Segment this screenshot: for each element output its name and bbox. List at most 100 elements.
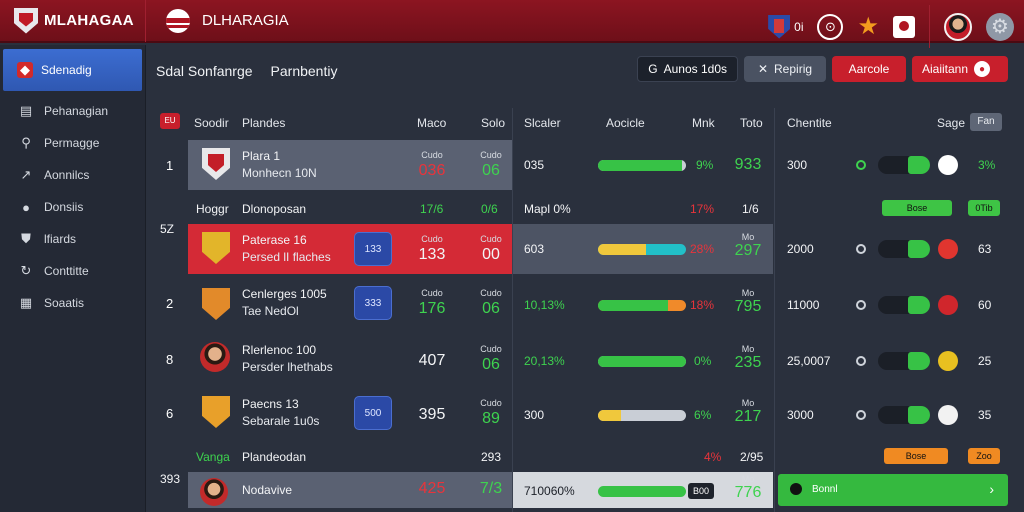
team-cell[interactable] <box>188 224 512 274</box>
status-pill[interactable]: Bose <box>884 448 948 464</box>
assistant-button[interactable]: Aiaiitann ● <box>912 56 1008 82</box>
table-row[interactable]: 2 Cenlerges 1005 Tae NedOl 333 Cudo 176 … <box>150 278 1012 332</box>
team-crest-icon <box>202 288 230 320</box>
team-crest-icon <box>202 396 230 428</box>
toggle-switch[interactable] <box>878 406 930 424</box>
crest-icon: ⛊ <box>21 231 31 246</box>
stat-value: 395 <box>418 406 446 423</box>
toggle-switch[interactable] <box>878 296 930 314</box>
record-icon <box>790 483 802 495</box>
sidebar-item-2[interactable]: ⚲ Permagge <box>0 127 145 159</box>
section-value: 2/95 <box>740 450 764 464</box>
sidebar-item-3[interactable]: ↗ Aonnilcs <box>0 159 145 191</box>
col-header[interactable]: Chentite <box>787 116 832 130</box>
sidebar-item-standing[interactable]: ◆ Sdenadig <box>3 49 142 91</box>
table-row[interactable]: 393 Nodavive 425 7/3 710060% B00 Mo 776 … <box>150 472 1012 512</box>
status-ring-icon <box>856 244 866 254</box>
team-name: Paecns 13 <box>242 397 299 411</box>
status-pill[interactable]: 0Tib <box>968 200 1000 216</box>
col-header[interactable]: Soodir <box>194 116 229 130</box>
progress-bar <box>598 244 686 255</box>
metric-value: 20,13% <box>524 354 565 368</box>
table-row[interactable]: 1 Plara 1 Monhecn 10N Cudo 036 Cudo 06 0… <box>150 138 1012 192</box>
player-dot-icon <box>938 239 958 259</box>
team-cell[interactable] <box>188 140 512 190</box>
arcole-button[interactable]: Aarcole <box>832 56 906 82</box>
col-header[interactable]: Plandes <box>242 116 286 130</box>
status-pill[interactable]: Bose <box>882 200 952 216</box>
page-title: Sdal Sonfanrge <box>156 63 253 79</box>
team-detail: Monhecn 10N <box>242 166 317 180</box>
stat-label: Mo <box>741 288 755 298</box>
column-divider <box>774 108 775 512</box>
section-value: 293 <box>481 450 502 464</box>
metric-value: 10,13% <box>524 298 565 312</box>
stat-value: 00 <box>482 246 500 263</box>
col-header[interactable]: Mnk <box>692 116 715 130</box>
reporting-button[interactable]: ✕ Repirig <box>744 56 826 82</box>
section-left-value: 5Z <box>160 222 175 236</box>
score-chip[interactable]: B00 <box>688 483 714 499</box>
team-name: Plara 1 <box>242 149 281 163</box>
team-code: 0i <box>794 19 804 34</box>
toggle-switch[interactable] <box>878 156 930 174</box>
progress-bar <box>598 410 686 421</box>
page-header: Sdal Sonfanrge Parnbentiy G Aunos 1d0s ✕… <box>146 45 1024 97</box>
dismiss-icon[interactable]: ● <box>974 61 991 77</box>
settings-gear-icon[interactable]: ⚙ <box>986 12 1014 41</box>
col-header[interactable]: Sage <box>937 116 966 130</box>
stat-value: 89 <box>482 410 500 427</box>
total-value: 235 <box>734 354 762 371</box>
sidebar-item-1[interactable]: ▤ Pehanagian <box>0 95 145 127</box>
rank: 8 <box>166 352 174 367</box>
whistle-icon[interactable]: ⊙ <box>817 13 844 40</box>
score-chip[interactable]: 500 <box>354 396 392 430</box>
toggle-switch[interactable] <box>878 240 930 258</box>
stat-value: 407 <box>418 352 446 369</box>
col-header[interactable]: Aocicle <box>606 116 645 130</box>
ball-icon <box>166 8 190 33</box>
stat-value: 036 <box>418 162 446 179</box>
stage-value: 63 <box>978 242 992 256</box>
sidebar-item-5[interactable]: ⛊ lfiards <box>0 223 145 255</box>
stat-value: 06 <box>482 300 500 317</box>
stats-icon: ▦ <box>19 295 33 310</box>
search-button[interactable]: G Aunos 1d0s <box>637 56 738 82</box>
progress-bar <box>598 356 686 367</box>
table-row[interactable]: 8 Rlerlenoc 100 Persder lhethabs 407 Cud… <box>150 334 1012 388</box>
rank: 1 <box>166 158 174 173</box>
brand[interactable]: MLAHAGAA <box>0 0 146 42</box>
player-dot-icon <box>938 155 958 175</box>
sidebar-item-4[interactable]: ● Donsiis <box>0 191 145 223</box>
progress-bar <box>598 160 686 171</box>
action-button[interactable]: Bonnl › <box>778 474 1008 506</box>
arcole-label: Aarcole <box>848 62 890 76</box>
star-icon[interactable]: ★ <box>857 12 879 40</box>
stage-value: 25 <box>978 354 992 368</box>
status-pill[interactable]: Zoo <box>968 448 1000 464</box>
chance-value: 2000 <box>787 242 814 256</box>
sidebar-item-label: lfiards <box>44 232 77 246</box>
score-chip[interactable]: 133 <box>354 232 392 266</box>
stage-value: 35 <box>978 408 992 422</box>
player-dot-icon <box>938 351 958 371</box>
table-row-highlighted[interactable]: Paterase 16 Persed lI flaches 133 Cudo 1… <box>150 222 1012 276</box>
score-chip[interactable]: 333 <box>354 286 392 320</box>
rank: 6 <box>166 406 174 421</box>
col-header[interactable]: Solo <box>481 116 506 130</box>
col-header[interactable]: Maco <box>417 116 447 130</box>
toggle-switch[interactable] <box>878 352 930 370</box>
team-shield-icon[interactable] <box>768 14 791 39</box>
user-avatar[interactable] <box>944 12 972 41</box>
sidebar-item-7[interactable]: ▦ Soaatis <box>0 287 145 319</box>
badge-icon[interactable] <box>893 15 915 38</box>
col-header[interactable]: Toto <box>740 116 763 130</box>
sidebar-item-6[interactable]: ↻ Conttitte <box>0 255 145 287</box>
sort-button[interactable]: Fan <box>970 113 1002 131</box>
team-detail: Sebarale 1u0s <box>242 414 320 428</box>
section-value: 17/6 <box>420 202 444 216</box>
col-header[interactable]: Slcaler <box>524 116 561 130</box>
stat-label: Mo <box>741 344 755 354</box>
table-row[interactable]: 6 Paecns 13 Sebarale 1u0s 500 395 Cudo 8… <box>150 388 1012 442</box>
team-cell[interactable] <box>188 472 512 508</box>
